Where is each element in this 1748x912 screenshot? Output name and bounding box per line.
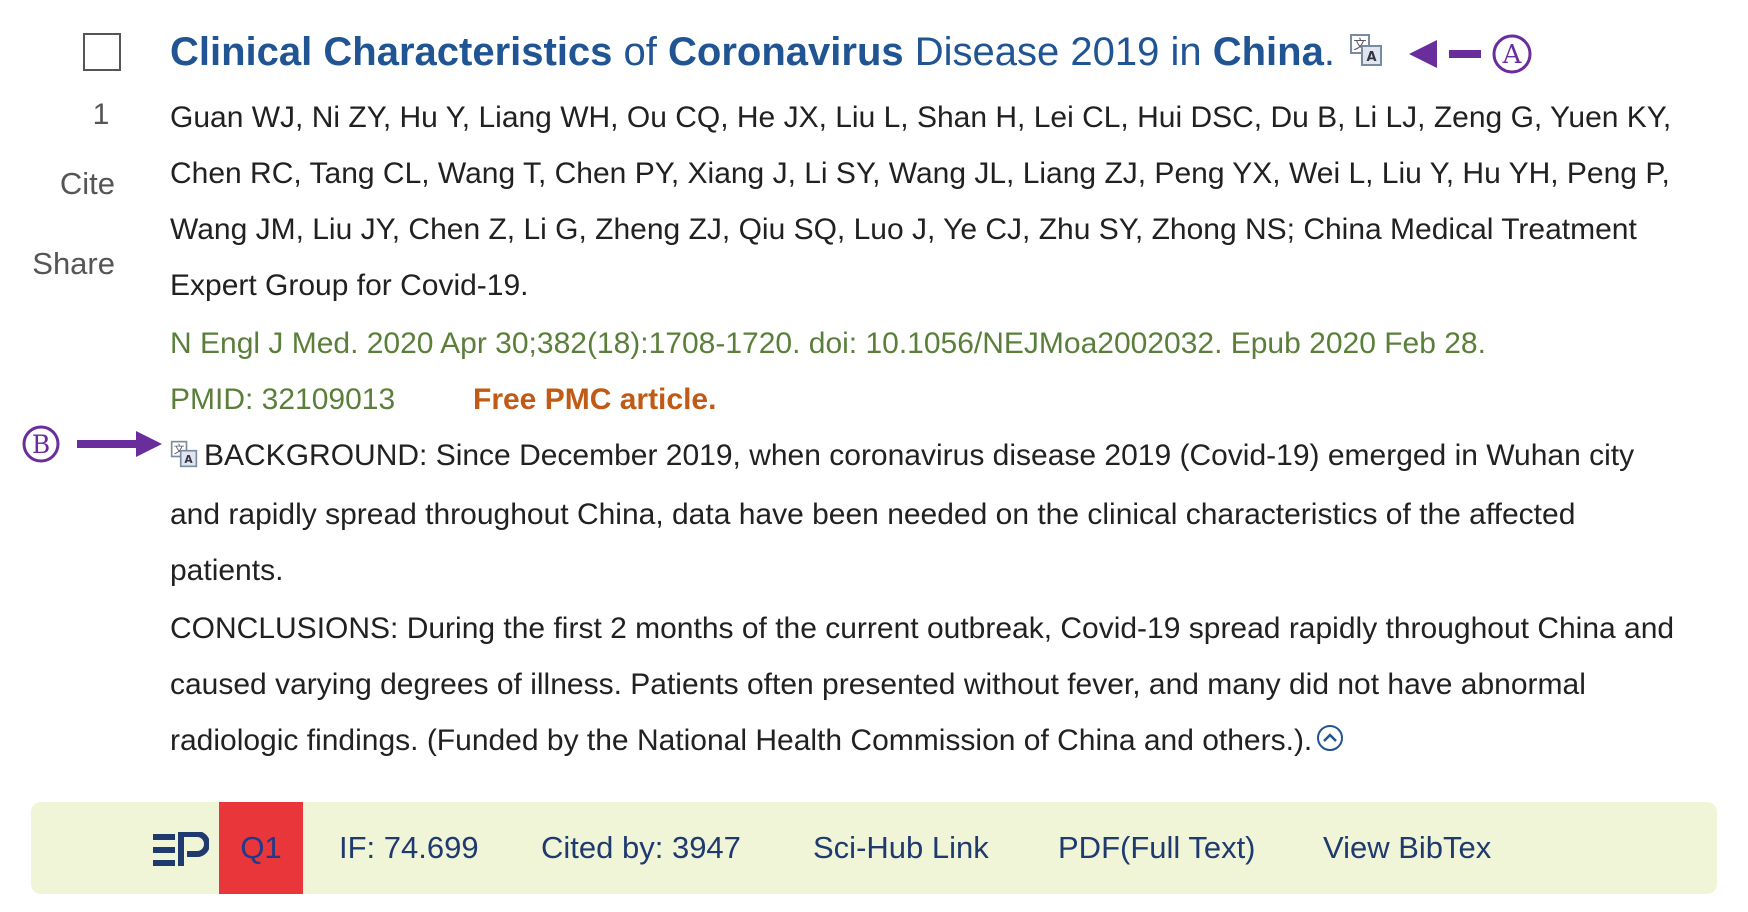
journal-citation: N Engl J Med. 2020 Apr 30;382(18):1708-1… (170, 327, 1486, 360)
easy-pubmed-logo[interactable] (153, 831, 210, 873)
cited-by-link[interactable]: Cited by: 3947 (541, 830, 741, 865)
annotation-b: B (22, 424, 162, 469)
article-title[interactable]: Clinical Characteristics of Coronavirus … (170, 30, 1690, 77)
svg-text:A: A (1366, 50, 1376, 65)
select-checkbox[interactable] (83, 33, 121, 71)
extension-toolbar: Q1 IF: 74.699 Cited by: 3947 Sci-Hub Lin… (31, 802, 1717, 894)
quartile-badge[interactable]: Q1 (219, 802, 303, 894)
pdf-full-text-link[interactable]: PDF(Full Text) (1058, 830, 1256, 865)
author-list: Guan WJ, Ni ZY, Hu Y, Liang WH, Ou CQ, H… (170, 101, 1672, 302)
svg-text:文: 文 (174, 443, 185, 456)
title-part[interactable]: China (1212, 30, 1324, 74)
title-part[interactable]: Coronavirus (668, 30, 904, 74)
view-bibtex-link[interactable]: View BibTex (1323, 830, 1492, 865)
title-part[interactable]: . (1323, 30, 1335, 74)
abstract-conclusions: CONCLUSIONS: During the first 2 months o… (170, 601, 1690, 771)
impact-factor[interactable]: IF: 74.699 (339, 830, 479, 865)
annotation-a: A (1409, 32, 1539, 83)
share-button[interactable]: Share (32, 246, 115, 281)
annotation-b-label: B (32, 430, 50, 459)
title-part[interactable]: of (612, 30, 669, 74)
collapse-up-icon[interactable] (1316, 715, 1344, 771)
svg-text:A: A (184, 453, 193, 466)
article-title-text[interactable]: Clinical Characteristics of Coronavirus … (170, 30, 1335, 74)
result-index: 1 (92, 98, 110, 131)
title-part[interactable]: Disease 2019 in (903, 30, 1213, 74)
pmid: PMID: 32109013 (170, 383, 396, 416)
abstract-background-text: BACKGROUND: Since December 2019, when co… (170, 439, 1635, 587)
title-part[interactable]: Clinical Characteristics (170, 30, 613, 74)
scihub-link[interactable]: Sci-Hub Link (813, 830, 989, 865)
abstract-background: 文 A BACKGROUND: Since December 2019, whe… (170, 428, 1690, 599)
cite-button[interactable]: Cite (59, 166, 115, 201)
free-pmc-link[interactable]: Free PMC article. (473, 383, 717, 416)
translate-icon[interactable]: 文 A (1349, 32, 1383, 77)
abstract-conclusions-text: CONCLUSIONS: During the first 2 months o… (170, 612, 1675, 757)
translate-icon[interactable]: 文 A (170, 431, 198, 487)
annotation-a-label: A (1502, 40, 1523, 70)
